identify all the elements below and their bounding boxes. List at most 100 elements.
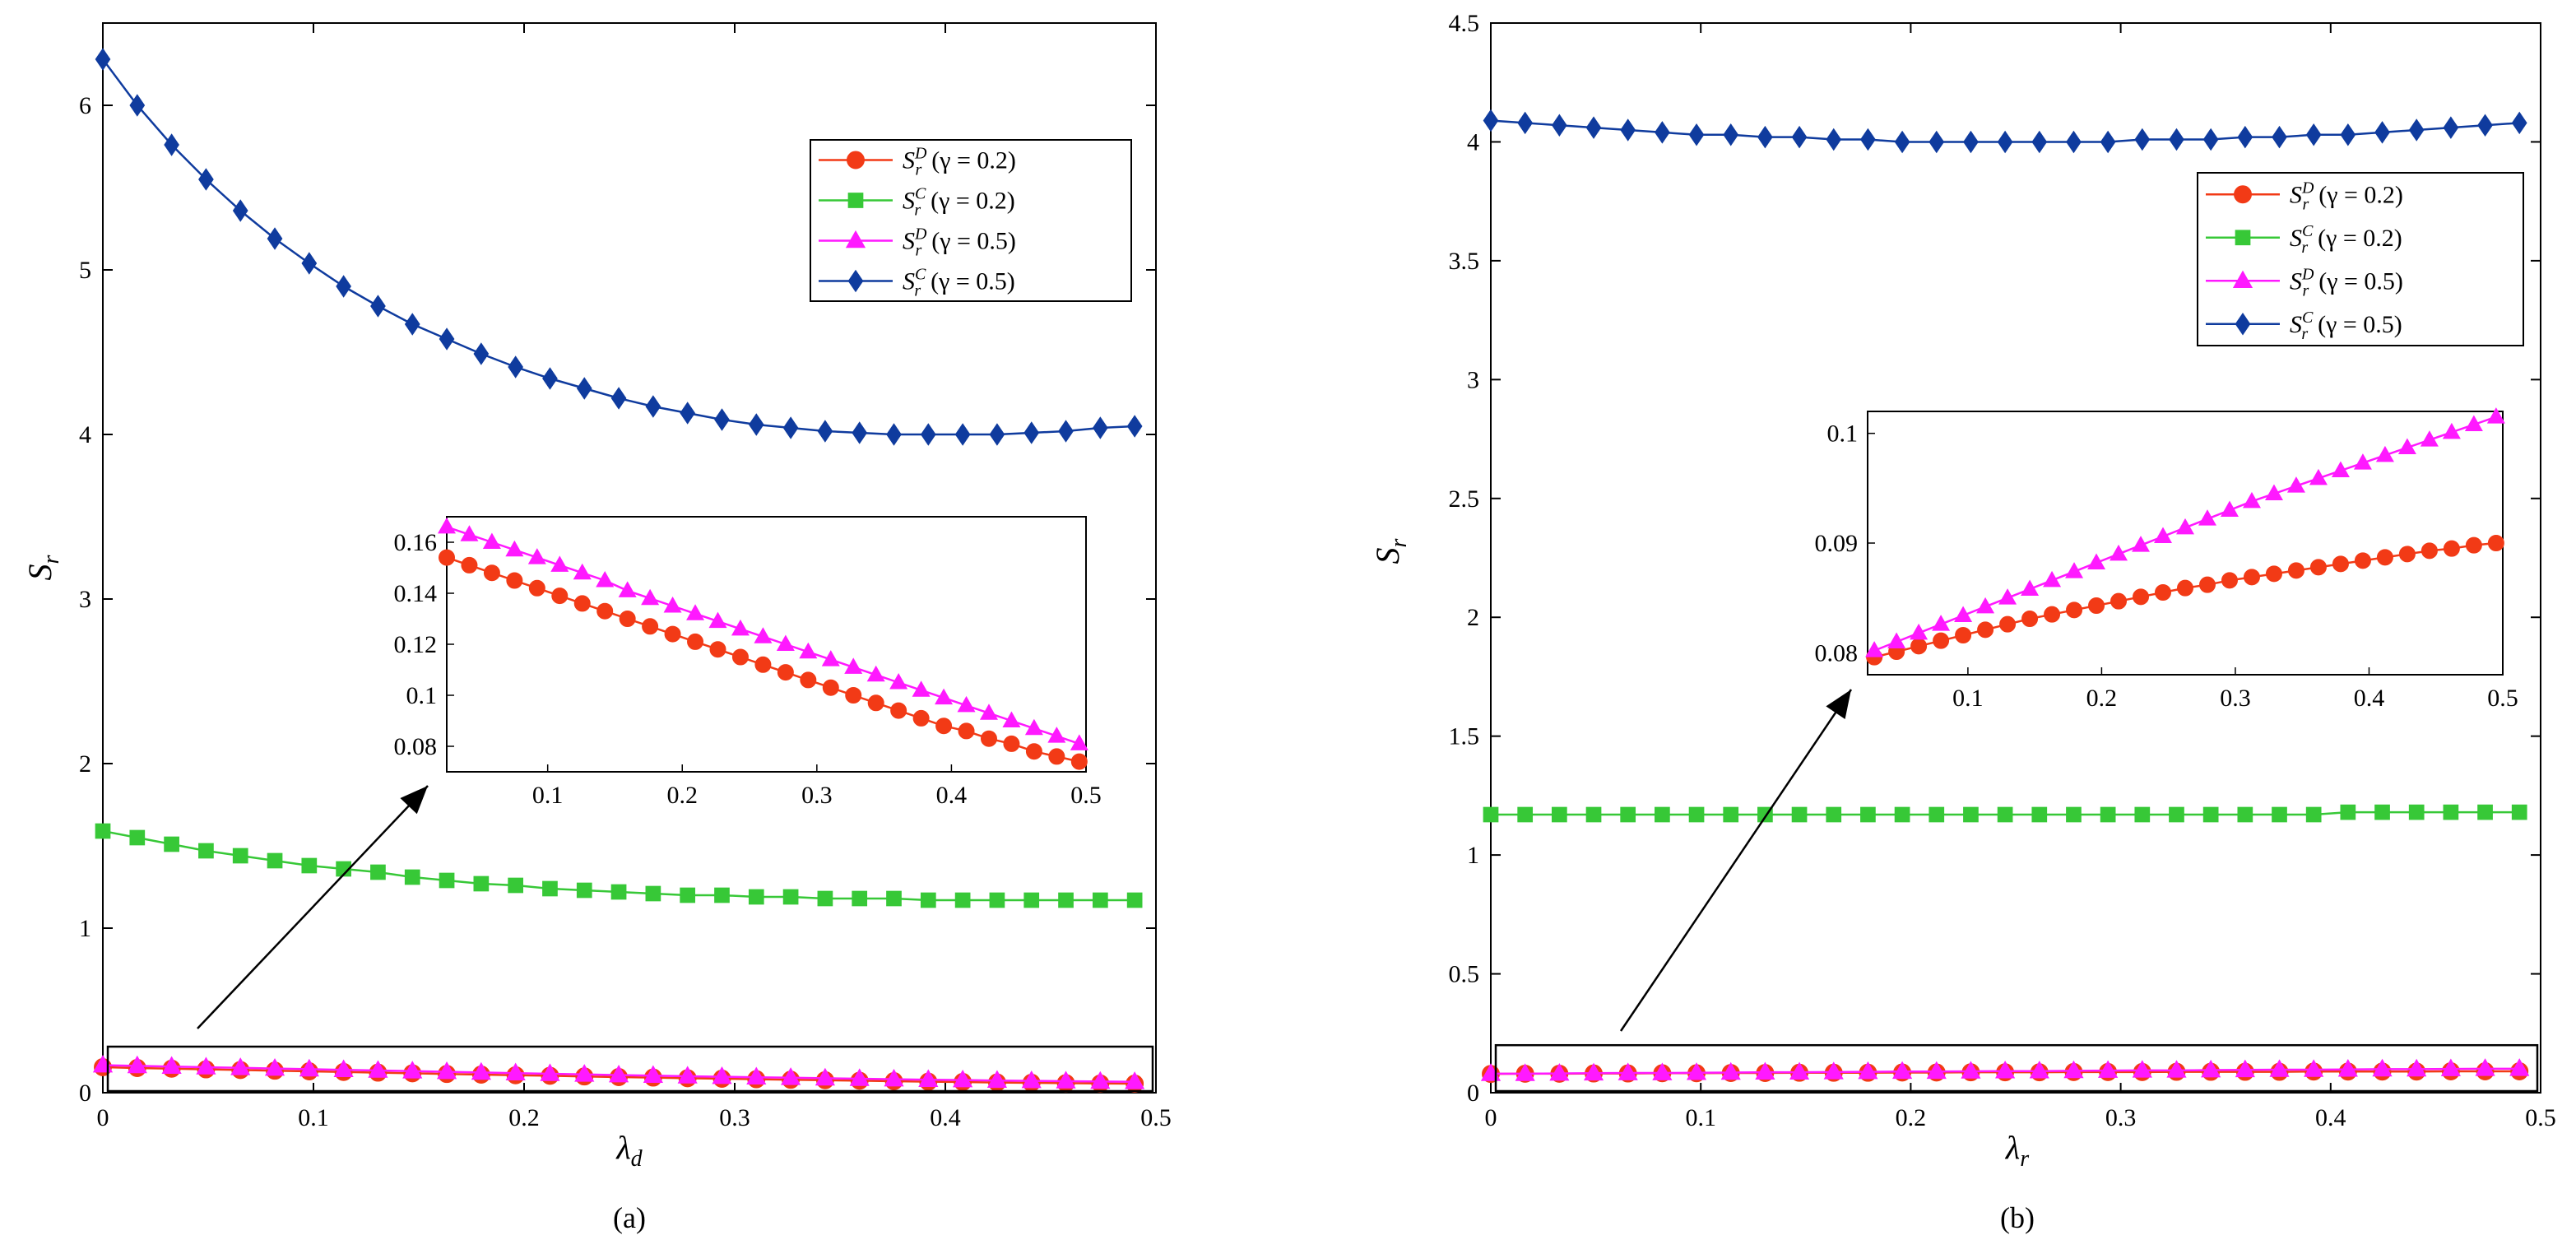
data-point — [267, 227, 283, 250]
data-point — [780, 1067, 801, 1085]
inset-data-point — [1998, 588, 2017, 605]
inset-data-point — [1048, 748, 1065, 765]
data-point — [439, 327, 455, 351]
data-point — [2269, 1059, 2290, 1077]
zoom-arrow — [1619, 689, 1853, 1032]
legend-entry: SD r (γ = 0.2) — [819, 145, 1016, 179]
inset-x-tick-label: 0.5 — [2487, 685, 2518, 712]
data-point — [1757, 125, 1773, 149]
data-point — [301, 857, 318, 874]
data-point — [2031, 806, 2048, 823]
data-point — [299, 1058, 319, 1077]
data-point — [1997, 130, 2013, 154]
data-point — [680, 402, 696, 425]
inset-data-point — [2065, 562, 2084, 578]
inset-y-tick-label: 0.08 — [394, 733, 438, 760]
data-point — [542, 367, 558, 390]
data-point — [1551, 806, 1567, 823]
inset-data-point — [800, 671, 817, 689]
legend-label: SC r (γ = 0.2) — [2290, 222, 2402, 257]
legend-marker — [2235, 230, 2251, 246]
inset-series-1 — [1865, 407, 2505, 657]
data-point — [1789, 1061, 1810, 1080]
inset-data-point — [1070, 753, 1088, 770]
data-point — [232, 848, 248, 864]
chart-panel-b: 0 0.1 0.2 0.3 0.4 0.5 0 0.5 1 1.5 2 2.5 3 3.5 4 4.5 λr Sr… — [1369, 10, 2556, 1234]
inset-data-point — [958, 722, 975, 740]
data-point — [1686, 1062, 1707, 1080]
data-point — [1688, 123, 1705, 146]
legend-label: SC r (γ = 0.5) — [2290, 309, 2402, 343]
data-point — [884, 1068, 904, 1087]
data-point — [1092, 416, 1108, 439]
inset-data-point — [2221, 572, 2238, 589]
data-point — [1860, 128, 1876, 151]
data-point — [1058, 420, 1074, 443]
data-point — [852, 890, 868, 907]
legend-marker — [847, 151, 865, 170]
zoom-box — [106, 1045, 1154, 1093]
data-point — [782, 889, 799, 905]
data-point — [610, 884, 627, 900]
x-tick-label: 0.2 — [1896, 1104, 1927, 1131]
data-point — [920, 892, 936, 908]
x-tick-label: 0.5 — [2525, 1104, 2556, 1131]
data-point — [1483, 109, 1499, 132]
data-point — [748, 889, 764, 905]
data-point — [1126, 892, 1143, 908]
data-point — [2305, 123, 2322, 146]
inset-data-point — [2464, 415, 2483, 431]
inset-data-point — [686, 604, 705, 620]
data-point — [815, 1067, 836, 1086]
inset-data-point — [551, 587, 569, 605]
x-tick-label: 0.5 — [1140, 1104, 1172, 1131]
data-point — [1517, 806, 1534, 823]
y-axis-label: Sr — [21, 555, 64, 580]
inset-data-point — [2044, 606, 2061, 623]
inset-data-point — [2286, 476, 2305, 493]
inset-data-point — [506, 572, 523, 589]
data-point — [1585, 116, 1602, 139]
data-point — [748, 413, 764, 436]
inset-data-point — [2154, 527, 2173, 543]
data-point — [849, 1068, 870, 1086]
inset-data-point — [619, 611, 636, 627]
inset-data-point — [2198, 509, 2216, 526]
inset-data-point — [890, 702, 907, 719]
data-point — [1023, 892, 1040, 908]
data-point — [1791, 806, 1808, 823]
x-tick-label: 0.1 — [1685, 1104, 1716, 1131]
inset-data-point — [2354, 552, 2371, 569]
x-tick-label: 0 — [97, 1104, 109, 1131]
data-point — [1755, 1061, 1775, 1080]
data-point — [2340, 804, 2356, 820]
inset-x-tick-label: 0.3 — [2220, 685, 2251, 712]
inset-y-tick-label: 0.08 — [1815, 639, 1859, 666]
data-point — [2134, 806, 2151, 823]
inset-data-point — [2331, 461, 2350, 477]
data-point — [677, 1066, 698, 1084]
data-point — [1826, 128, 1842, 151]
data-point — [164, 836, 179, 852]
data-point — [2100, 806, 2116, 823]
data-point — [1090, 1070, 1111, 1089]
inset-data-point — [2287, 562, 2304, 579]
data-point — [1517, 111, 1534, 135]
inset-data-point — [2397, 438, 2416, 454]
data-point — [2374, 121, 2390, 144]
inset-data-point — [2066, 601, 2083, 619]
inset-data-point — [664, 625, 681, 643]
inset-data-point — [573, 595, 591, 612]
data-point — [164, 133, 179, 156]
inset-frame — [1867, 411, 2504, 676]
data-point — [1023, 421, 1040, 444]
data-point — [230, 1057, 251, 1075]
inset-data-point — [1933, 632, 1950, 649]
inset-data-point — [2309, 468, 2328, 485]
inset-data-point — [2376, 549, 2393, 566]
data-point — [264, 1057, 285, 1076]
series-1 — [1483, 804, 2527, 823]
x-tick-label: 0.4 — [930, 1104, 961, 1131]
data-point — [2408, 804, 2425, 820]
data-point — [2029, 1061, 2049, 1079]
